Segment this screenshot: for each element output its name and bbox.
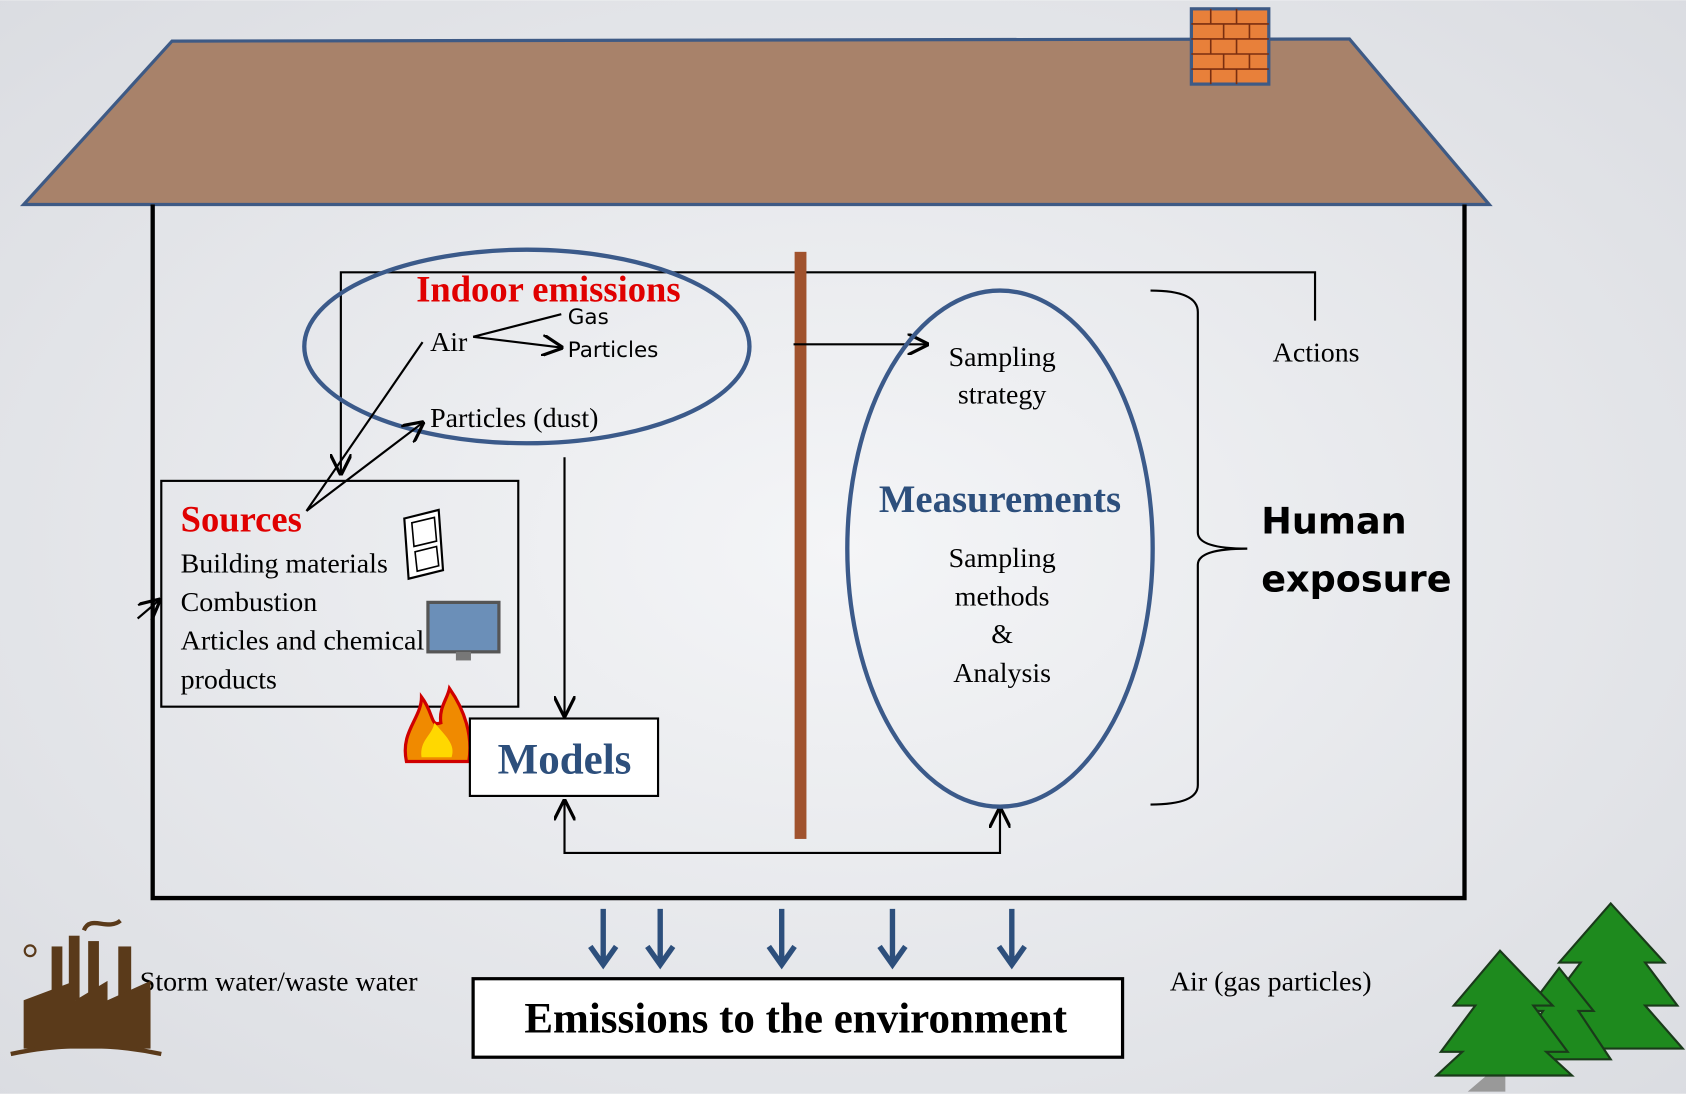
measurement-line: & — [991, 619, 1013, 650]
measurement-line: methods — [955, 582, 1050, 613]
sources-title: Sources — [181, 498, 302, 539]
particles-label: Particles — [568, 338, 659, 363]
sampling-strategy: strategy — [958, 379, 1046, 410]
dust-label: Particles (dust) — [430, 403, 598, 434]
models-label: Models — [498, 736, 632, 783]
measurement-line: Analysis — [953, 658, 1051, 689]
source-item: Articles and chemical — [181, 626, 425, 657]
air-out-label: Air (gas particles) — [1170, 967, 1372, 998]
human-exposure: exposure — [1261, 558, 1451, 601]
actions-label: Actions — [1273, 338, 1360, 369]
divider — [795, 252, 807, 839]
diagram: Indoor emissions Air Gas Particles Parti… — [0, 0, 1686, 1094]
emissions-label: Emissions to the environment — [524, 995, 1067, 1042]
measurement-line: Sampling — [949, 543, 1056, 574]
source-item: Combustion — [181, 587, 318, 618]
chimney — [1191, 9, 1268, 84]
gas-label: Gas — [568, 305, 609, 330]
air-label: Air — [430, 327, 468, 358]
source-item: Building materials — [181, 548, 388, 579]
human-exposure: Human — [1261, 500, 1406, 543]
measurements-title: Measurements — [879, 479, 1121, 521]
sampling-strategy: Sampling — [949, 342, 1056, 373]
tv-icon — [428, 602, 499, 660]
page: Indoor emissions Air Gas Particles Parti… — [0, 0, 1686, 1094]
source-item: products — [181, 664, 277, 695]
storm-water-label: Storm water/waste water — [140, 967, 418, 998]
door-icon — [404, 510, 443, 579]
indoor-title: Indoor emissions — [416, 268, 680, 309]
